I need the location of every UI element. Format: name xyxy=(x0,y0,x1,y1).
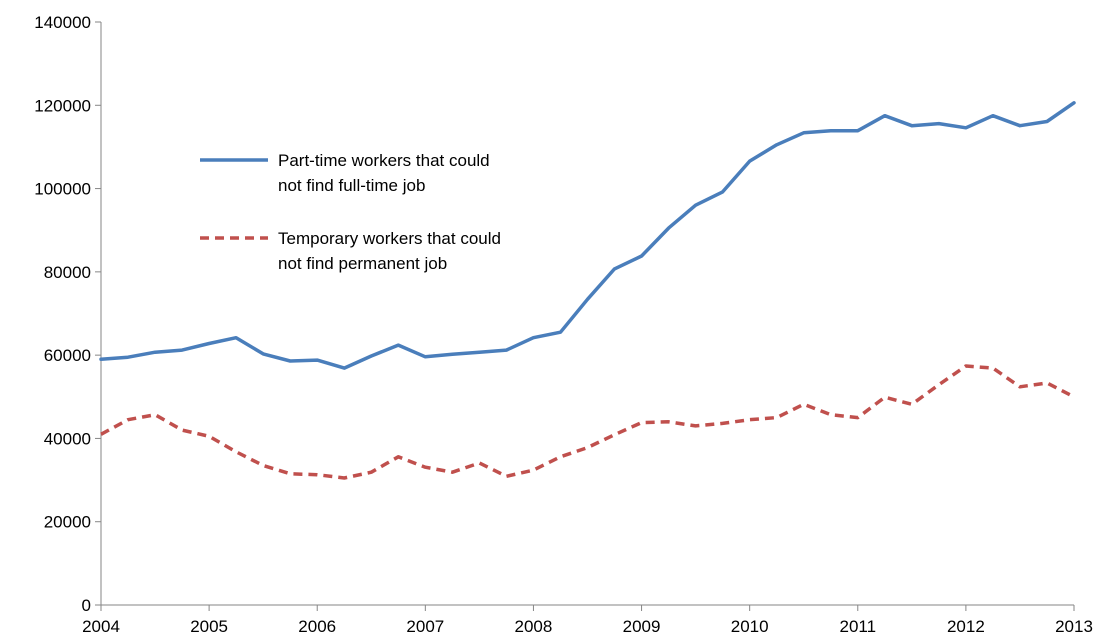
axes: 0 20000 40000 60000 80000 100000 120000 140000 2… xyxy=(34,13,1093,636)
x-tick-label: 2011 xyxy=(839,617,876,636)
x-tick-label: 2012 xyxy=(947,617,985,636)
x-tick-label: 2010 xyxy=(731,617,769,636)
y-tick-label: 120000 xyxy=(34,96,91,115)
legend-label-temporary: not find permanent job xyxy=(278,254,447,273)
part-time-series-line xyxy=(99,101,1076,370)
legend-label-part-time: Part-time workers that could xyxy=(278,151,490,170)
y-tick-label: 100000 xyxy=(34,180,91,199)
y-tick-label: 80000 xyxy=(44,263,91,282)
legend-label-temporary: Temporary workers that could xyxy=(278,229,501,248)
y-tick-label: 40000 xyxy=(44,429,91,448)
x-tick-label: 2004 xyxy=(82,617,120,636)
y-tick-label: 0 xyxy=(82,596,91,615)
legend: Part-time workers that could not find ful… xyxy=(200,151,501,273)
x-tick-label: 2013 xyxy=(1055,617,1093,636)
x-tick-label: 2005 xyxy=(190,617,228,636)
temporary-series-line xyxy=(100,364,1075,480)
y-tick-label: 60000 xyxy=(44,346,91,365)
x-tick-label: 2008 xyxy=(515,617,553,636)
legend-label-part-time: not find full-time job xyxy=(278,176,425,195)
x-tick-label: 2009 xyxy=(623,617,661,636)
x-tick-label: 2007 xyxy=(406,617,444,636)
x-tick-label: 2006 xyxy=(298,617,336,636)
series-lines xyxy=(99,101,1076,480)
y-tick-label: 20000 xyxy=(44,513,91,532)
y-tick-label: 140000 xyxy=(34,13,91,32)
